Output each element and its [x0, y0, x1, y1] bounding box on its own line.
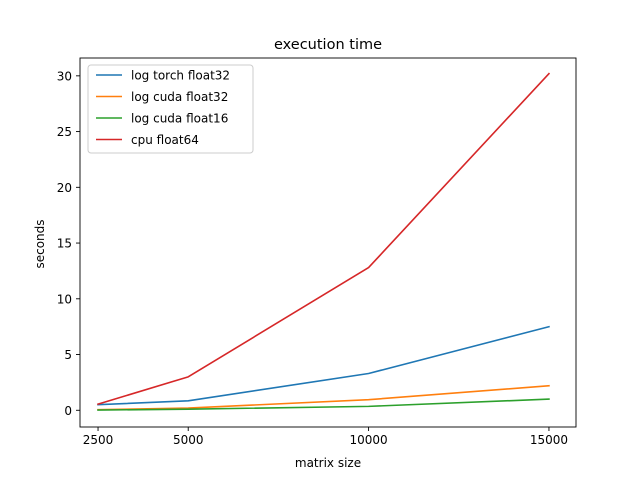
legend: log torch float32 log cuda float32 log cud… [87, 64, 254, 154]
plot-frame [79, 57, 577, 428]
y-tick-label: 30 [57, 69, 72, 83]
series-line-1 [97, 325, 550, 406]
legend-label-3: log cuda float16 [131, 112, 228, 126]
series-layer [97, 72, 551, 411]
y-tick-label: 5 [64, 348, 72, 362]
x-tick-label: 10000 [349, 433, 387, 447]
series-line-4 [97, 72, 551, 406]
x-tick-label: 15000 [530, 433, 568, 447]
chart-title: execution time [274, 37, 382, 53]
series-line-3 [97, 398, 550, 411]
legend-box [87, 64, 254, 154]
x-tick-label: 2500 [83, 433, 114, 447]
legend-label-2: log cuda float32 [131, 90, 228, 104]
y-tick-label: 0 [64, 404, 72, 418]
axes-frame [79, 57, 577, 428]
legend-label-4: cpu float64 [131, 133, 199, 147]
y-tick-label: 15 [57, 237, 72, 251]
x-tick-label: 5000 [173, 433, 204, 447]
axis-ticks: 2500 5000 10000 15000 0 5 10 15 20 25 30 [57, 69, 568, 447]
legend-label-1: log torch float32 [131, 69, 230, 83]
x-axis-label: matrix size [295, 456, 361, 470]
y-tick-label: 25 [57, 125, 72, 139]
y-tick-label: 20 [57, 181, 72, 195]
y-tick-label: 10 [57, 292, 72, 306]
y-axis-label: seconds [33, 219, 47, 268]
